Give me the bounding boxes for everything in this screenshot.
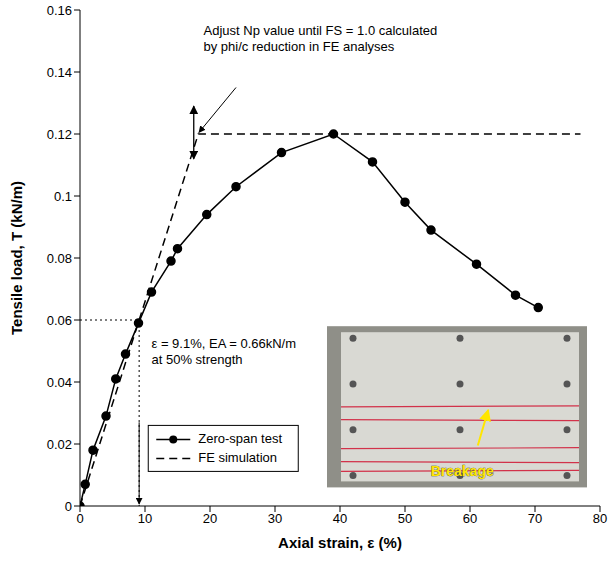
svg-text:0.02: 0.02 xyxy=(47,437,72,452)
svg-text:0.04: 0.04 xyxy=(47,375,72,390)
svg-text:30: 30 xyxy=(268,511,282,526)
svg-text:0.16: 0.16 xyxy=(47,3,72,18)
svg-text:80: 80 xyxy=(593,511,607,526)
svg-text:Axial strain, ε (%): Axial strain, ε (%) xyxy=(278,534,402,551)
svg-text:Tensile load, T (kN/m): Tensile load, T (kN/m) xyxy=(8,181,25,335)
svg-text:Zero-span test: Zero-span test xyxy=(198,431,282,446)
svg-text:0.06: 0.06 xyxy=(47,313,72,328)
svg-text:0.1: 0.1 xyxy=(54,189,72,204)
svg-text:Breakage: Breakage xyxy=(431,463,494,479)
svg-text:20: 20 xyxy=(203,511,217,526)
svg-text:FE simulation: FE simulation xyxy=(198,450,277,465)
svg-text:by phi/c reduction in FE analy: by phi/c reduction in FE analyses xyxy=(204,39,395,54)
svg-text:0: 0 xyxy=(65,499,72,514)
svg-text:10: 10 xyxy=(138,511,152,526)
svg-text:0: 0 xyxy=(76,511,83,526)
svg-text:Adjust Np value until FS = 1.0: Adjust Np value until FS = 1.0 calculate… xyxy=(204,23,438,38)
svg-text:0.14: 0.14 xyxy=(47,65,72,80)
svg-text:0.08: 0.08 xyxy=(47,251,72,266)
svg-text:at 50% strength: at 50% strength xyxy=(152,352,243,367)
svg-text:40: 40 xyxy=(333,511,347,526)
svg-text:70: 70 xyxy=(528,511,542,526)
svg-text:0.12: 0.12 xyxy=(47,127,72,142)
svg-text:60: 60 xyxy=(463,511,477,526)
svg-text:50: 50 xyxy=(398,511,412,526)
svg-text:ε = 9.1%, EA = 0.66kN/m: ε = 9.1%, EA = 0.66kN/m xyxy=(152,336,297,351)
